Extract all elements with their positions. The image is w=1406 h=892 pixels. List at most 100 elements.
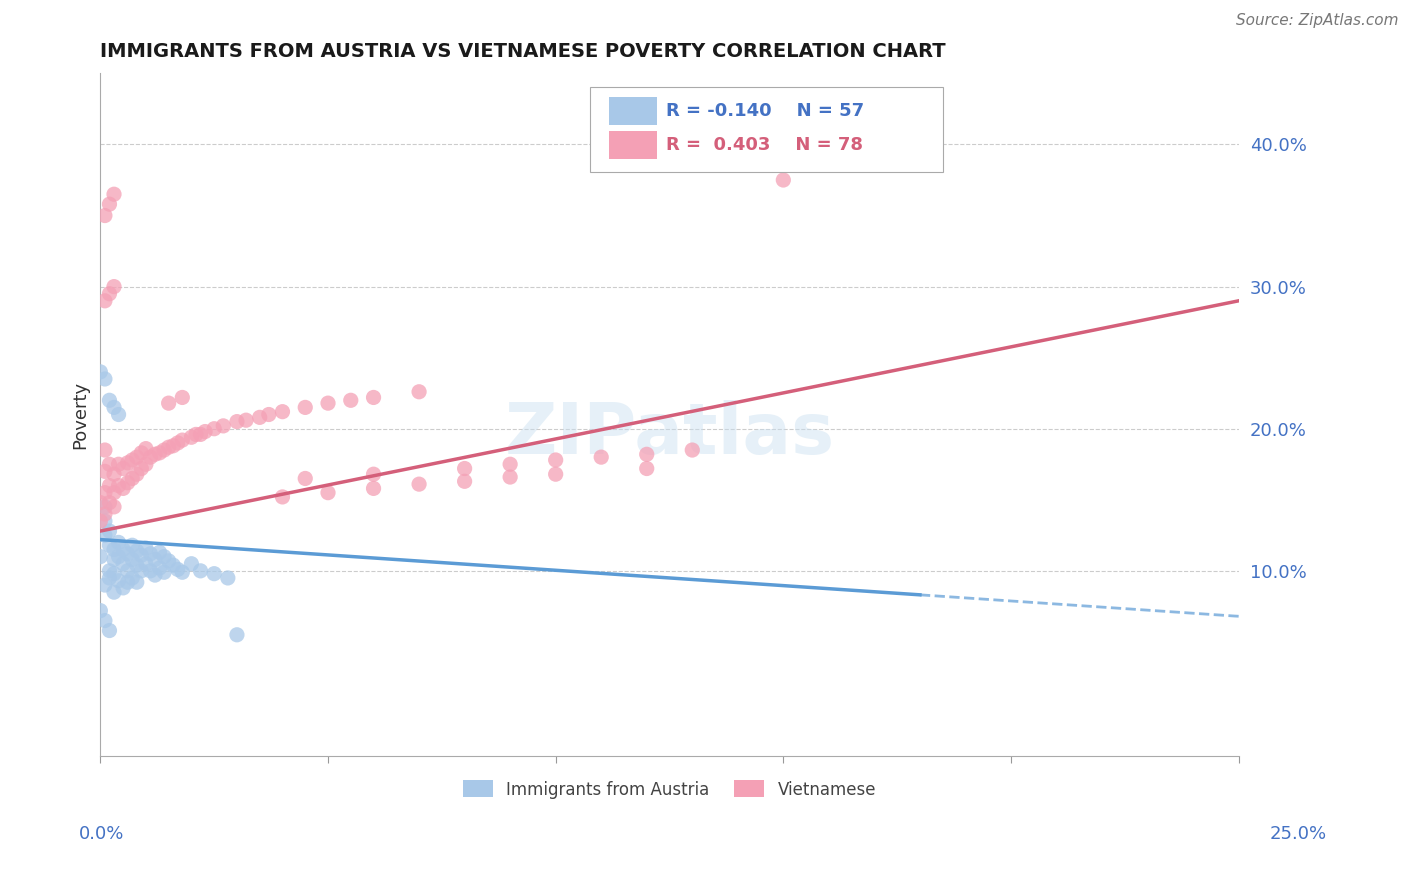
Point (89, 365, 111, 379)
Point (544, 467, 567, 482)
Point (339, 393, 361, 408)
Point (157, 440, 180, 454)
Point (316, 396, 339, 410)
Point (135, 442, 157, 456)
Point (117, 456, 139, 470)
Point (103, 279, 125, 293)
Point (107, 549, 129, 564)
Point (172, 391, 194, 405)
Point (112, 581, 135, 595)
Point (363, 467, 385, 482)
Point (153, 566, 176, 580)
Point (131, 564, 153, 578)
Point (184, 427, 207, 442)
Point (636, 461, 658, 475)
Point (89, 514, 111, 528)
Point (143, 447, 166, 461)
Point (98, 571, 121, 585)
Point (681, 443, 703, 458)
Point (117, 547, 139, 561)
Point (131, 446, 153, 460)
Point (363, 391, 385, 405)
Point (591, 450, 613, 464)
Point (103, 485, 125, 500)
Point (157, 554, 180, 568)
Point (166, 436, 188, 450)
Y-axis label: Poverty: Poverty (72, 381, 89, 449)
Point (103, 500, 125, 514)
Legend: Immigrants from Austria, Vietnamese: Immigrants from Austria, Vietnamese (456, 773, 883, 805)
Point (94, 578, 117, 592)
Point (94, 372, 117, 386)
Point (202, 566, 225, 581)
Point (98, 393, 121, 408)
Text: IMMIGRANTS FROM AUSTRIA VS VIETNAMESE POVERTY CORRELATION CHART: IMMIGRANTS FROM AUSTRIA VS VIETNAMESE PO… (100, 42, 946, 61)
Point (294, 471, 316, 485)
Point (125, 450, 148, 464)
Point (107, 574, 129, 588)
Point (117, 564, 139, 578)
Text: Source: ZipAtlas.com: Source: ZipAtlas.com (1236, 13, 1399, 29)
Point (103, 552, 125, 566)
Point (94, 293, 117, 308)
Point (103, 467, 125, 482)
Point (98, 457, 121, 471)
Point (226, 415, 249, 429)
Point (103, 585, 125, 599)
Point (636, 447, 658, 461)
Point (107, 457, 129, 471)
Point (125, 575, 148, 590)
Point (94, 209, 117, 223)
Point (249, 410, 271, 425)
Point (139, 547, 162, 561)
Point (121, 538, 143, 552)
Point (112, 461, 135, 475)
Point (257, 408, 280, 422)
Point (153, 549, 176, 564)
Point (89, 604, 111, 618)
Point (103, 542, 125, 557)
Point (190, 564, 212, 578)
Point (172, 433, 194, 447)
Point (212, 418, 235, 433)
Point (98, 564, 121, 578)
Point (103, 187, 125, 202)
Text: 0.0%: 0.0% (79, 825, 124, 843)
Point (131, 548, 153, 562)
Point (125, 544, 148, 558)
Point (153, 443, 176, 458)
Point (544, 453, 567, 467)
Point (121, 471, 143, 485)
Point (202, 422, 225, 436)
Point (271, 405, 294, 419)
Point (98, 495, 121, 509)
Point (103, 401, 125, 415)
Text: R =  0.403    N = 78: R = 0.403 N = 78 (666, 136, 863, 154)
Point (294, 401, 316, 415)
Point (408, 384, 430, 399)
Point (180, 557, 202, 571)
Point (112, 557, 135, 571)
Point (94, 514, 117, 528)
Point (107, 535, 129, 549)
Point (162, 439, 184, 453)
Point (194, 425, 217, 439)
Point (94, 464, 117, 478)
FancyBboxPatch shape (591, 87, 942, 172)
FancyBboxPatch shape (609, 131, 657, 159)
Point (98, 524, 121, 538)
Point (94, 528, 117, 542)
Point (98, 624, 121, 638)
Point (107, 408, 129, 422)
Point (139, 564, 162, 578)
Point (98, 538, 121, 552)
Point (94, 500, 117, 514)
Point (131, 461, 153, 475)
Point (166, 562, 188, 576)
Point (908, 145, 931, 159)
Point (94, 614, 117, 628)
Point (112, 542, 135, 557)
Point (112, 482, 135, 496)
Text: R = -0.140    N = 57: R = -0.140 N = 57 (666, 102, 865, 120)
Point (143, 552, 166, 566)
